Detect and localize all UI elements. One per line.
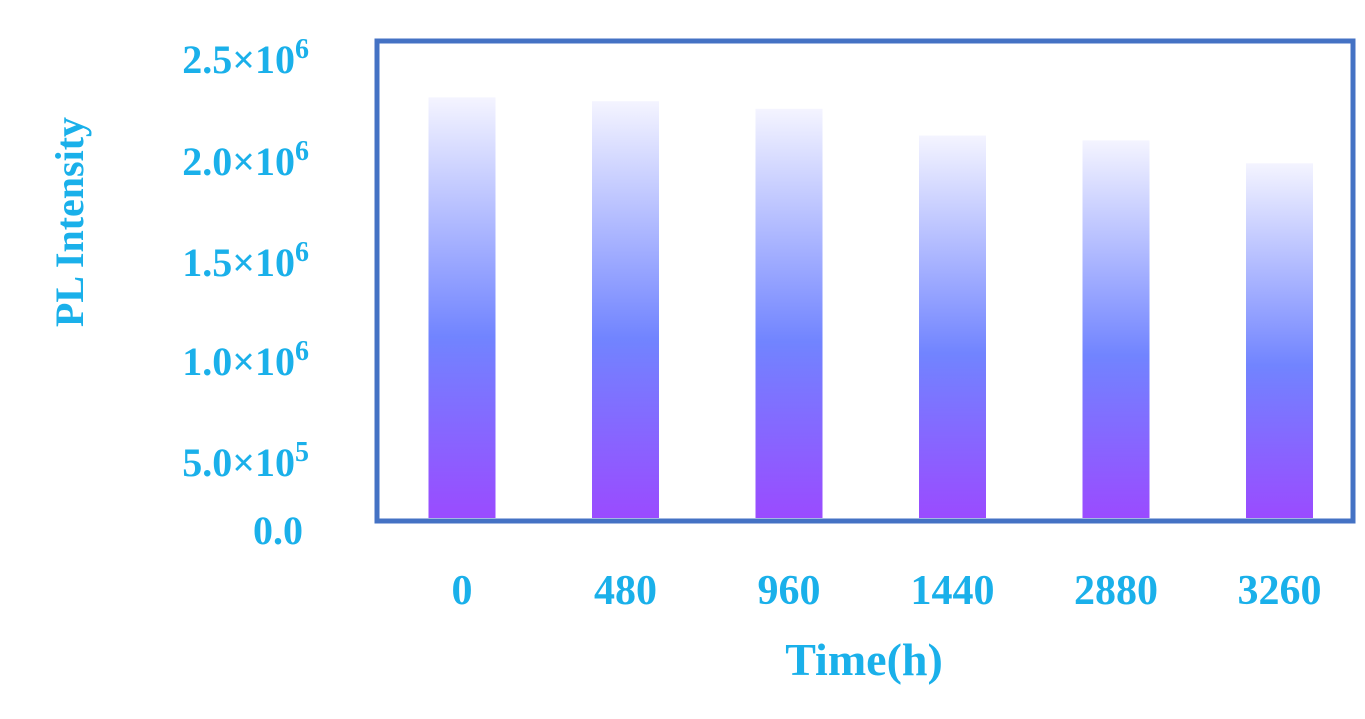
- x-tick-label: 960: [758, 568, 821, 614]
- x-tick-label: 0: [452, 568, 473, 614]
- x-tick-label: 3260: [1238, 568, 1322, 614]
- y-tick-label: 2.0×106: [182, 136, 309, 184]
- bars-layer: [428, 97, 1313, 519]
- x-tick-label: 2880: [1074, 568, 1158, 614]
- bar-0: [428, 97, 496, 519]
- x-tick-label: 1440: [911, 568, 995, 614]
- bar-480: [592, 101, 659, 518]
- y-tick-label: 1.0×106: [182, 336, 309, 384]
- x-axis-label: Time(h): [785, 634, 943, 685]
- y-tick-label: 0.0: [253, 508, 303, 553]
- x-tick-labels: 0 480 960 1440 2880 3260: [452, 568, 1322, 614]
- plot-frame: [374, 38, 1356, 524]
- y-tick-label: 1.5×106: [182, 237, 309, 285]
- bar-1440: [919, 135, 986, 518]
- bar-3260: [1246, 163, 1313, 519]
- x-tick-label: 480: [594, 568, 657, 614]
- bar-2880: [1082, 140, 1150, 518]
- y-axis-label: PL Intensity: [47, 117, 92, 327]
- y-tick-labels: 0.0 5.0×105 1.0×106 1.5×106 2.0×106 2.5×106: [182, 34, 309, 553]
- bar-960: [755, 108, 823, 519]
- y-tick-label: 5.0×105: [182, 437, 309, 485]
- y-tick-label: 2.5×106: [182, 34, 309, 82]
